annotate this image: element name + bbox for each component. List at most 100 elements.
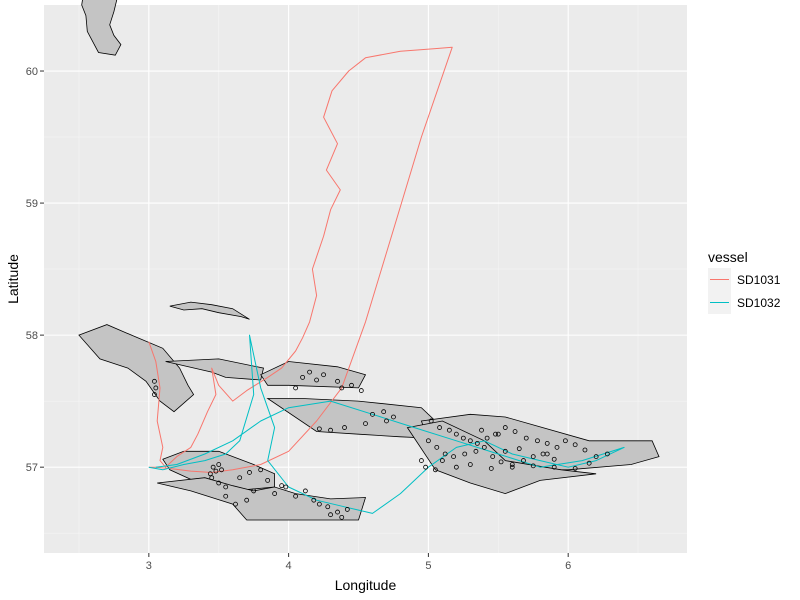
track-SD1032 <box>148 334 625 514</box>
haul-point <box>502 425 508 430</box>
haul-point <box>453 431 459 437</box>
x-tick-label: 6 <box>565 560 571 572</box>
legend: vessel SD1031 SD1032 <box>708 249 781 314</box>
haul-point <box>272 491 278 496</box>
haul-point <box>293 385 299 391</box>
x-axis-title: Longitude <box>335 577 397 593</box>
legend-label-SD1032: SD1032 <box>737 296 781 310</box>
haul-point <box>439 458 445 463</box>
haul-point <box>251 488 257 494</box>
y-tick-label: 57 <box>26 462 38 474</box>
haul-point <box>554 444 560 450</box>
haul-point <box>535 438 540 444</box>
haul-point <box>153 385 159 391</box>
area-polygon-1 <box>81 0 122 56</box>
haul-point <box>370 411 375 417</box>
x-axis-ticks: 3 4 5 6 <box>146 553 571 572</box>
haul-point <box>363 421 368 426</box>
haul-point <box>223 484 229 490</box>
haul-point <box>314 377 319 383</box>
haul-point <box>460 435 466 441</box>
haul-point <box>381 409 387 415</box>
haul-point <box>302 488 308 494</box>
haul-point <box>453 464 459 470</box>
haul-point <box>521 458 526 463</box>
haul-point <box>516 446 522 452</box>
haul-point <box>604 451 610 457</box>
vessel-tracks <box>148 46 625 514</box>
haul-point <box>484 435 490 441</box>
area-polygon-4 <box>165 358 264 381</box>
haul-point <box>311 497 317 503</box>
y-tick-label: 59 <box>26 198 38 210</box>
haul-point <box>307 369 312 375</box>
haul-point <box>335 378 340 384</box>
haul-point <box>279 483 285 489</box>
plot-panel <box>44 5 687 553</box>
haul-point <box>210 464 216 470</box>
haul-point <box>233 501 238 507</box>
track-SD1031 <box>148 46 453 473</box>
y-tick-label: 60 <box>26 66 38 78</box>
legend-title: vessel <box>708 249 748 265</box>
y-tick-label: 58 <box>26 330 38 342</box>
area-polygon-3 <box>169 301 250 320</box>
haul-point <box>551 464 557 470</box>
haul-point <box>467 462 473 467</box>
haul-point <box>339 514 345 520</box>
haul-point <box>593 454 599 460</box>
haul-point <box>512 429 518 434</box>
x-tick-label: 5 <box>425 560 431 572</box>
haul-point <box>216 462 222 467</box>
haul-point <box>495 431 501 437</box>
haul-point <box>481 444 487 450</box>
haul-point <box>316 501 322 507</box>
haul-point <box>219 467 224 473</box>
haul-point <box>451 454 456 460</box>
area-polygon-2 <box>78 324 195 413</box>
haul-point <box>423 464 429 470</box>
haul-point <box>384 418 389 424</box>
haul-point <box>586 460 592 466</box>
area-polygon-8 <box>406 420 597 495</box>
haul-point <box>213 468 219 474</box>
haul-point <box>488 466 494 471</box>
haul-point <box>344 507 350 512</box>
haul-point <box>462 451 468 457</box>
area-polygon-10 <box>157 477 367 521</box>
haul-point <box>572 466 578 471</box>
haul-point <box>339 385 345 391</box>
haul-point <box>207 471 213 477</box>
haul-point <box>358 388 364 393</box>
haul-point <box>293 493 299 499</box>
haul-point <box>509 462 515 467</box>
haul-point <box>582 447 588 453</box>
haul-point <box>434 444 440 450</box>
haul-point <box>223 493 229 499</box>
haul-point <box>209 475 215 481</box>
haul-point <box>316 426 322 432</box>
haul-point <box>502 448 508 454</box>
haul-point <box>432 467 438 473</box>
haul-point <box>152 378 157 384</box>
haul-point <box>391 414 396 420</box>
haul-point <box>152 392 157 397</box>
haul-point <box>479 427 484 433</box>
haul-point <box>467 438 473 444</box>
haul-point <box>562 438 568 444</box>
haul-point <box>300 374 305 380</box>
legend-label-SD1031: SD1031 <box>737 273 781 287</box>
haul-point <box>325 504 331 510</box>
haul-point <box>258 467 264 473</box>
haul-point <box>530 454 536 460</box>
haul-point <box>335 509 340 515</box>
haul-point <box>509 464 515 470</box>
haul-point <box>530 463 536 469</box>
haul-point <box>216 480 222 486</box>
haul-point <box>572 442 578 448</box>
haul-point <box>474 440 480 446</box>
haul-point <box>244 497 250 503</box>
haul-point <box>265 477 271 483</box>
haul-point <box>473 448 479 454</box>
